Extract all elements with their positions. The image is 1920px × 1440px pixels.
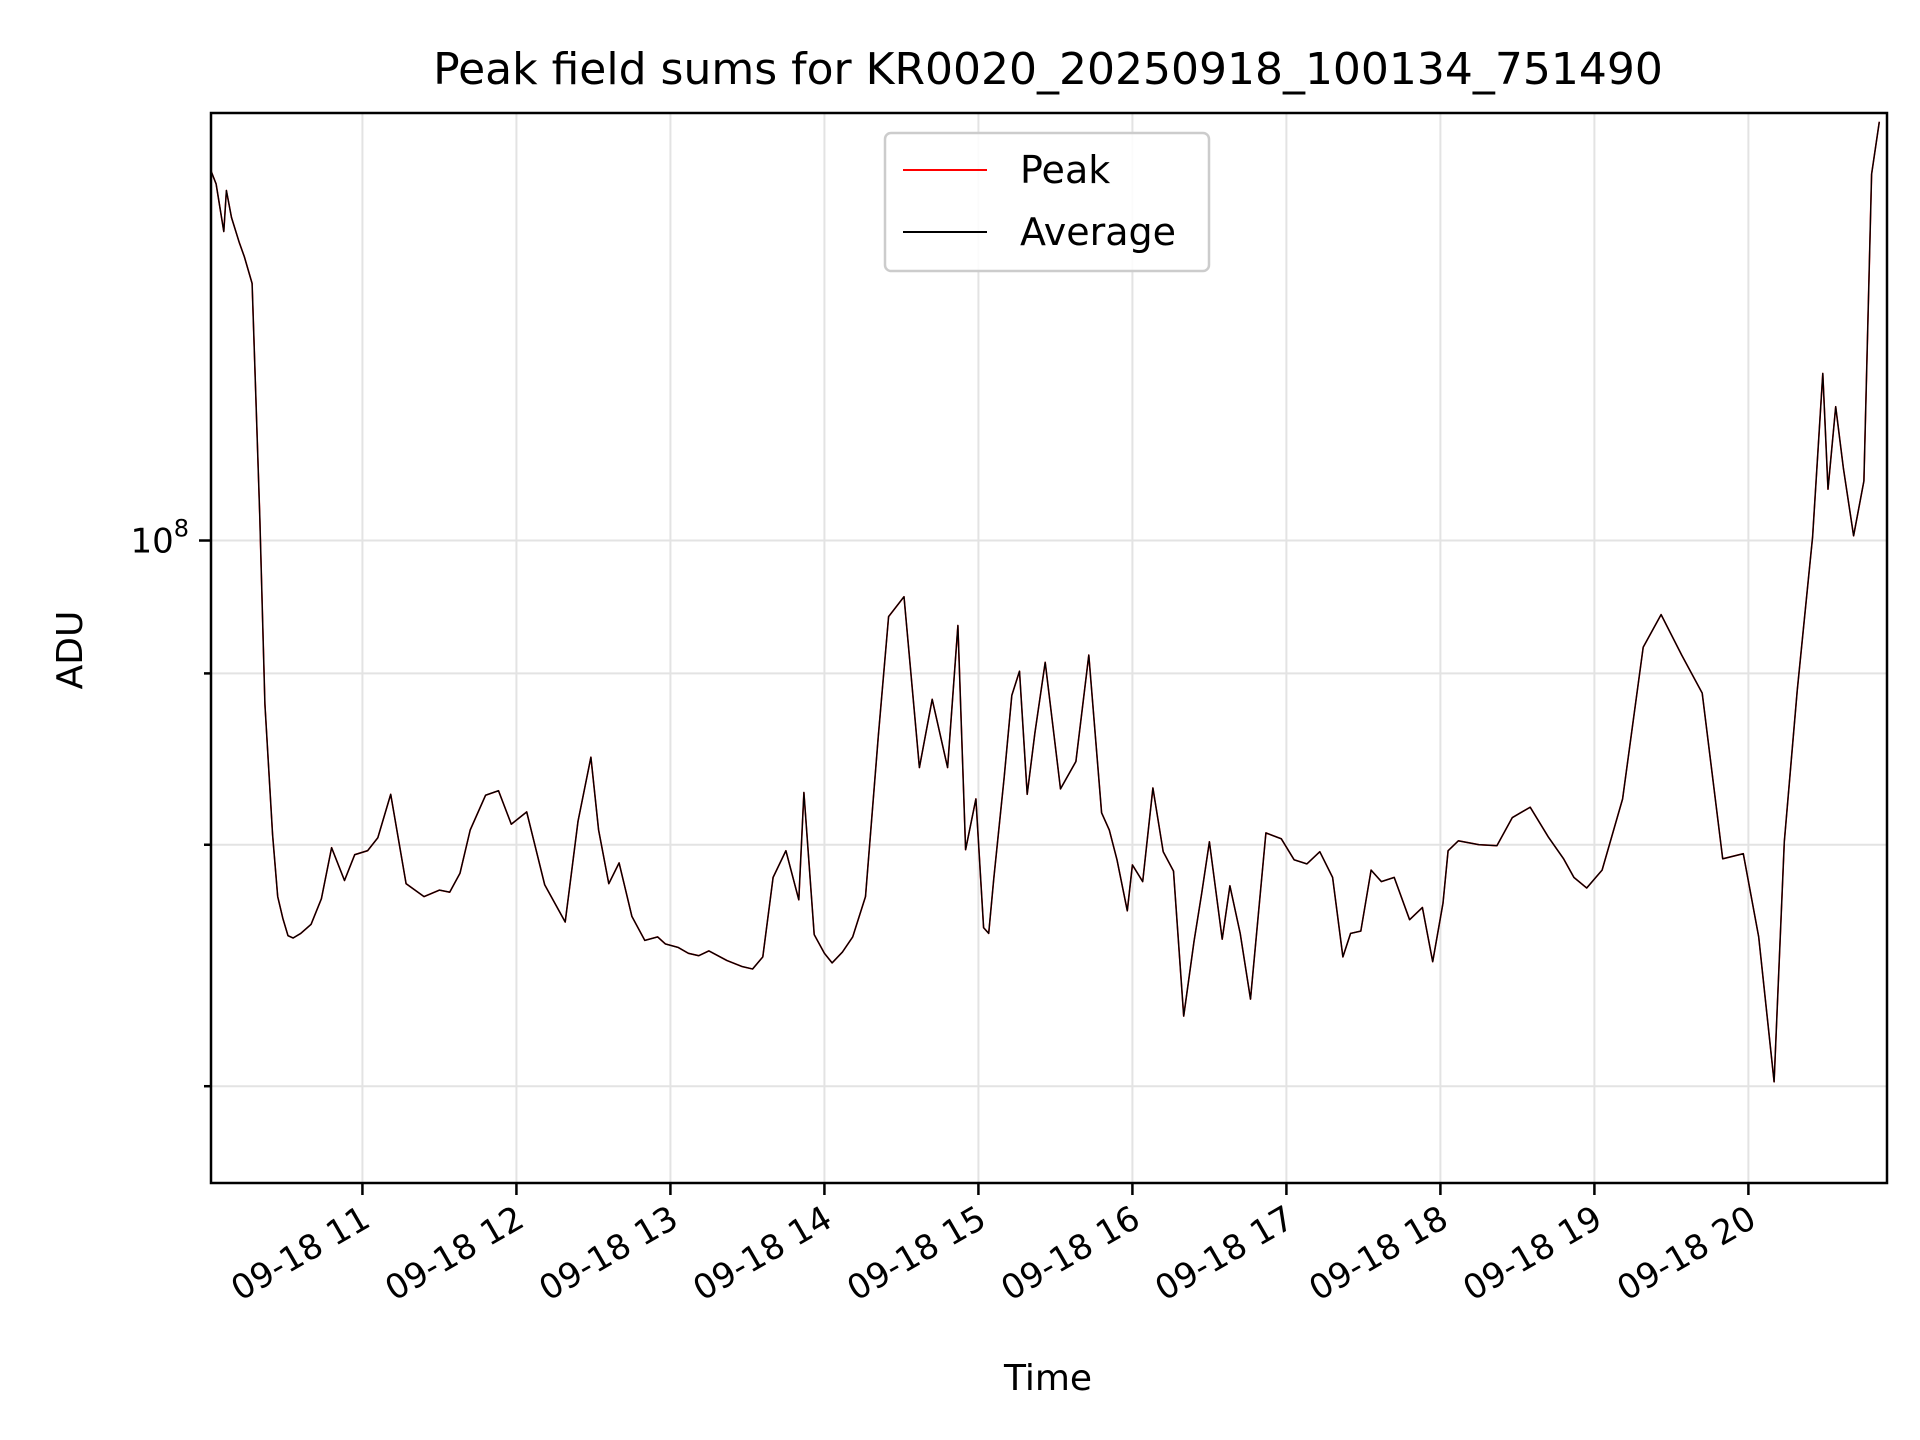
y-axis: 108 — [130, 515, 211, 1088]
series-line-average — [211, 121, 1880, 1083]
legend-label-average: Average — [1020, 210, 1176, 254]
legend-box — [883, 131, 1211, 273]
legend: Peak Average — [883, 131, 1211, 273]
plot-frame — [209, 111, 1889, 1185]
y-axis-label: ADU — [50, 611, 91, 690]
x-axis-label: Time — [1003, 1358, 1092, 1399]
plot-area — [211, 121, 1881, 1083]
chart-title: Peak field sums for KR0020_20250918_1001… — [433, 44, 1663, 95]
grid — [211, 113, 1887, 1183]
legend-label-peak: Peak — [1020, 148, 1110, 192]
y-tick-label: 108 — [130, 515, 189, 562]
